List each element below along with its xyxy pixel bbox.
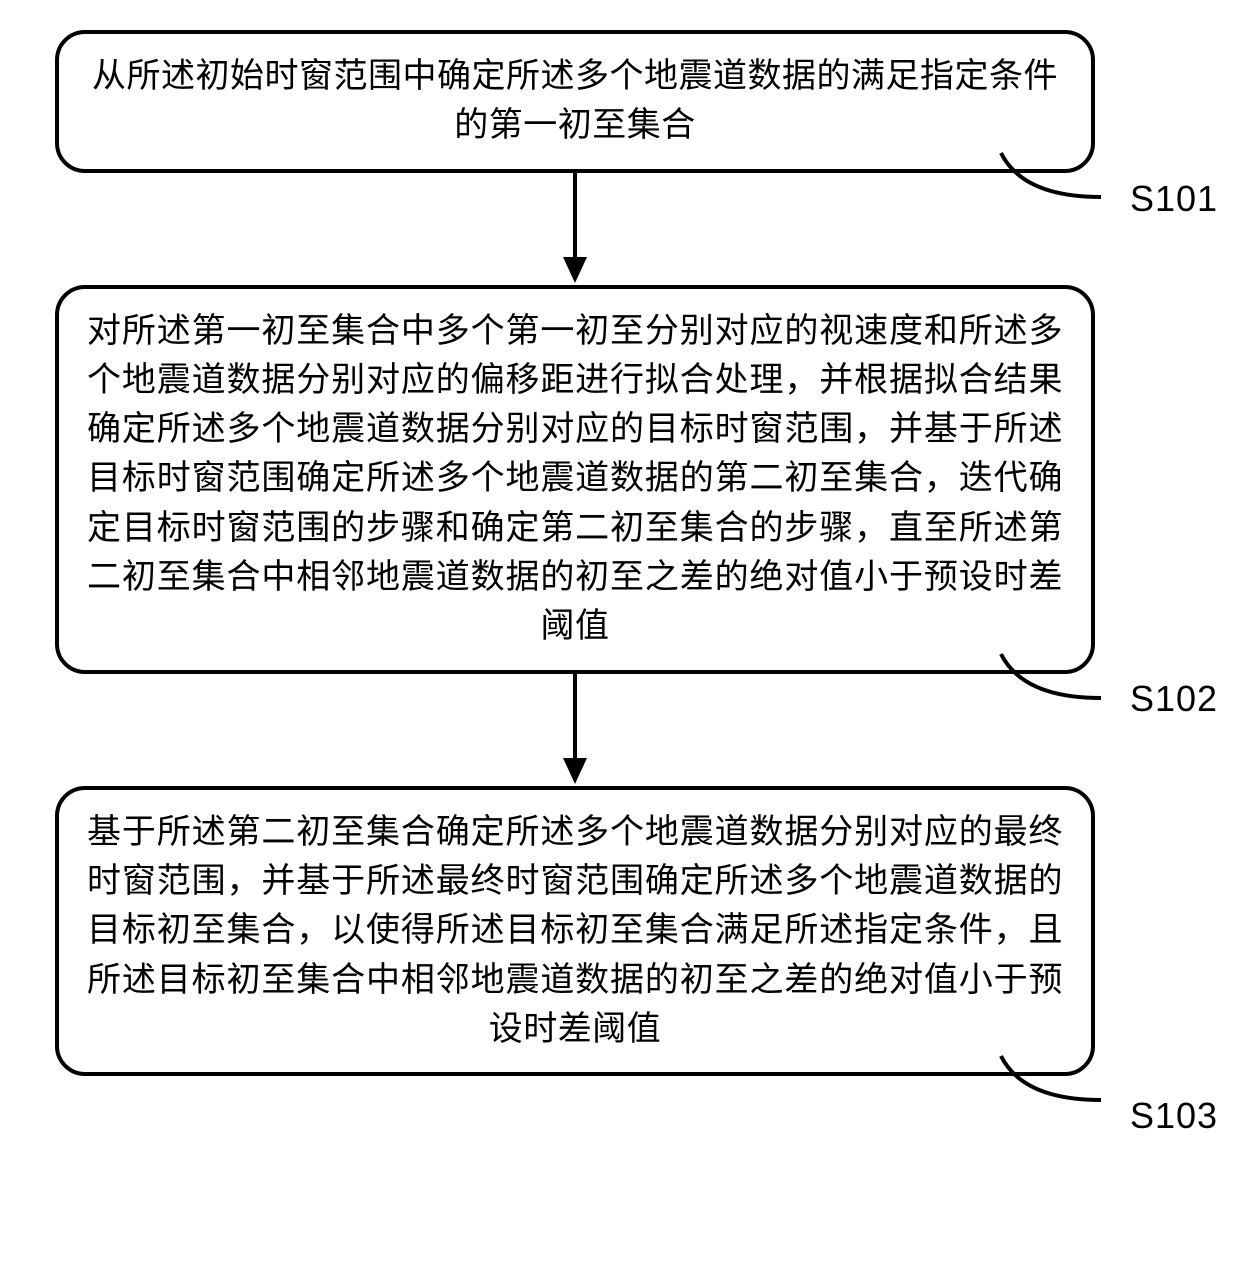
flow-node-s103: 基于所述第二初至集合确定所述多个地震道数据分别对应的最终时窗范围，并基于所述最终… — [55, 786, 1095, 1076]
flow-edge-2 — [55, 674, 1095, 786]
step-label-s103: S103 — [1130, 1095, 1218, 1137]
flow-node-s102: 对所述第一初至集合中多个第一初至分别对应的视速度和所述多个地震道数据分别对应的偏… — [55, 285, 1095, 674]
flow-node-s102-text: 对所述第一初至集合中多个第一初至分别对应的视速度和所述多个地震道数据分别对应的偏… — [87, 307, 1063, 652]
callout-s103 — [993, 1052, 1113, 1122]
flow-edge-1 — [55, 173, 1095, 285]
step-label-s101: S101 — [1130, 178, 1218, 220]
flowchart-diagram: 从所述初始时窗范围中确定所述多个地震道数据的满足指定条件的第一初至集合 S101… — [55, 30, 1185, 1076]
flow-node-s103-text: 基于所述第二初至集合确定所述多个地震道数据分别对应的最终时窗范围，并基于所述最终… — [87, 808, 1063, 1054]
step-label-s102: S102 — [1130, 678, 1218, 720]
flow-node-s101-text: 从所述初始时窗范围中确定所述多个地震道数据的满足指定条件的第一初至集合 — [87, 52, 1063, 151]
flow-node-s101: 从所述初始时窗范围中确定所述多个地震道数据的满足指定条件的第一初至集合 — [55, 30, 1095, 173]
